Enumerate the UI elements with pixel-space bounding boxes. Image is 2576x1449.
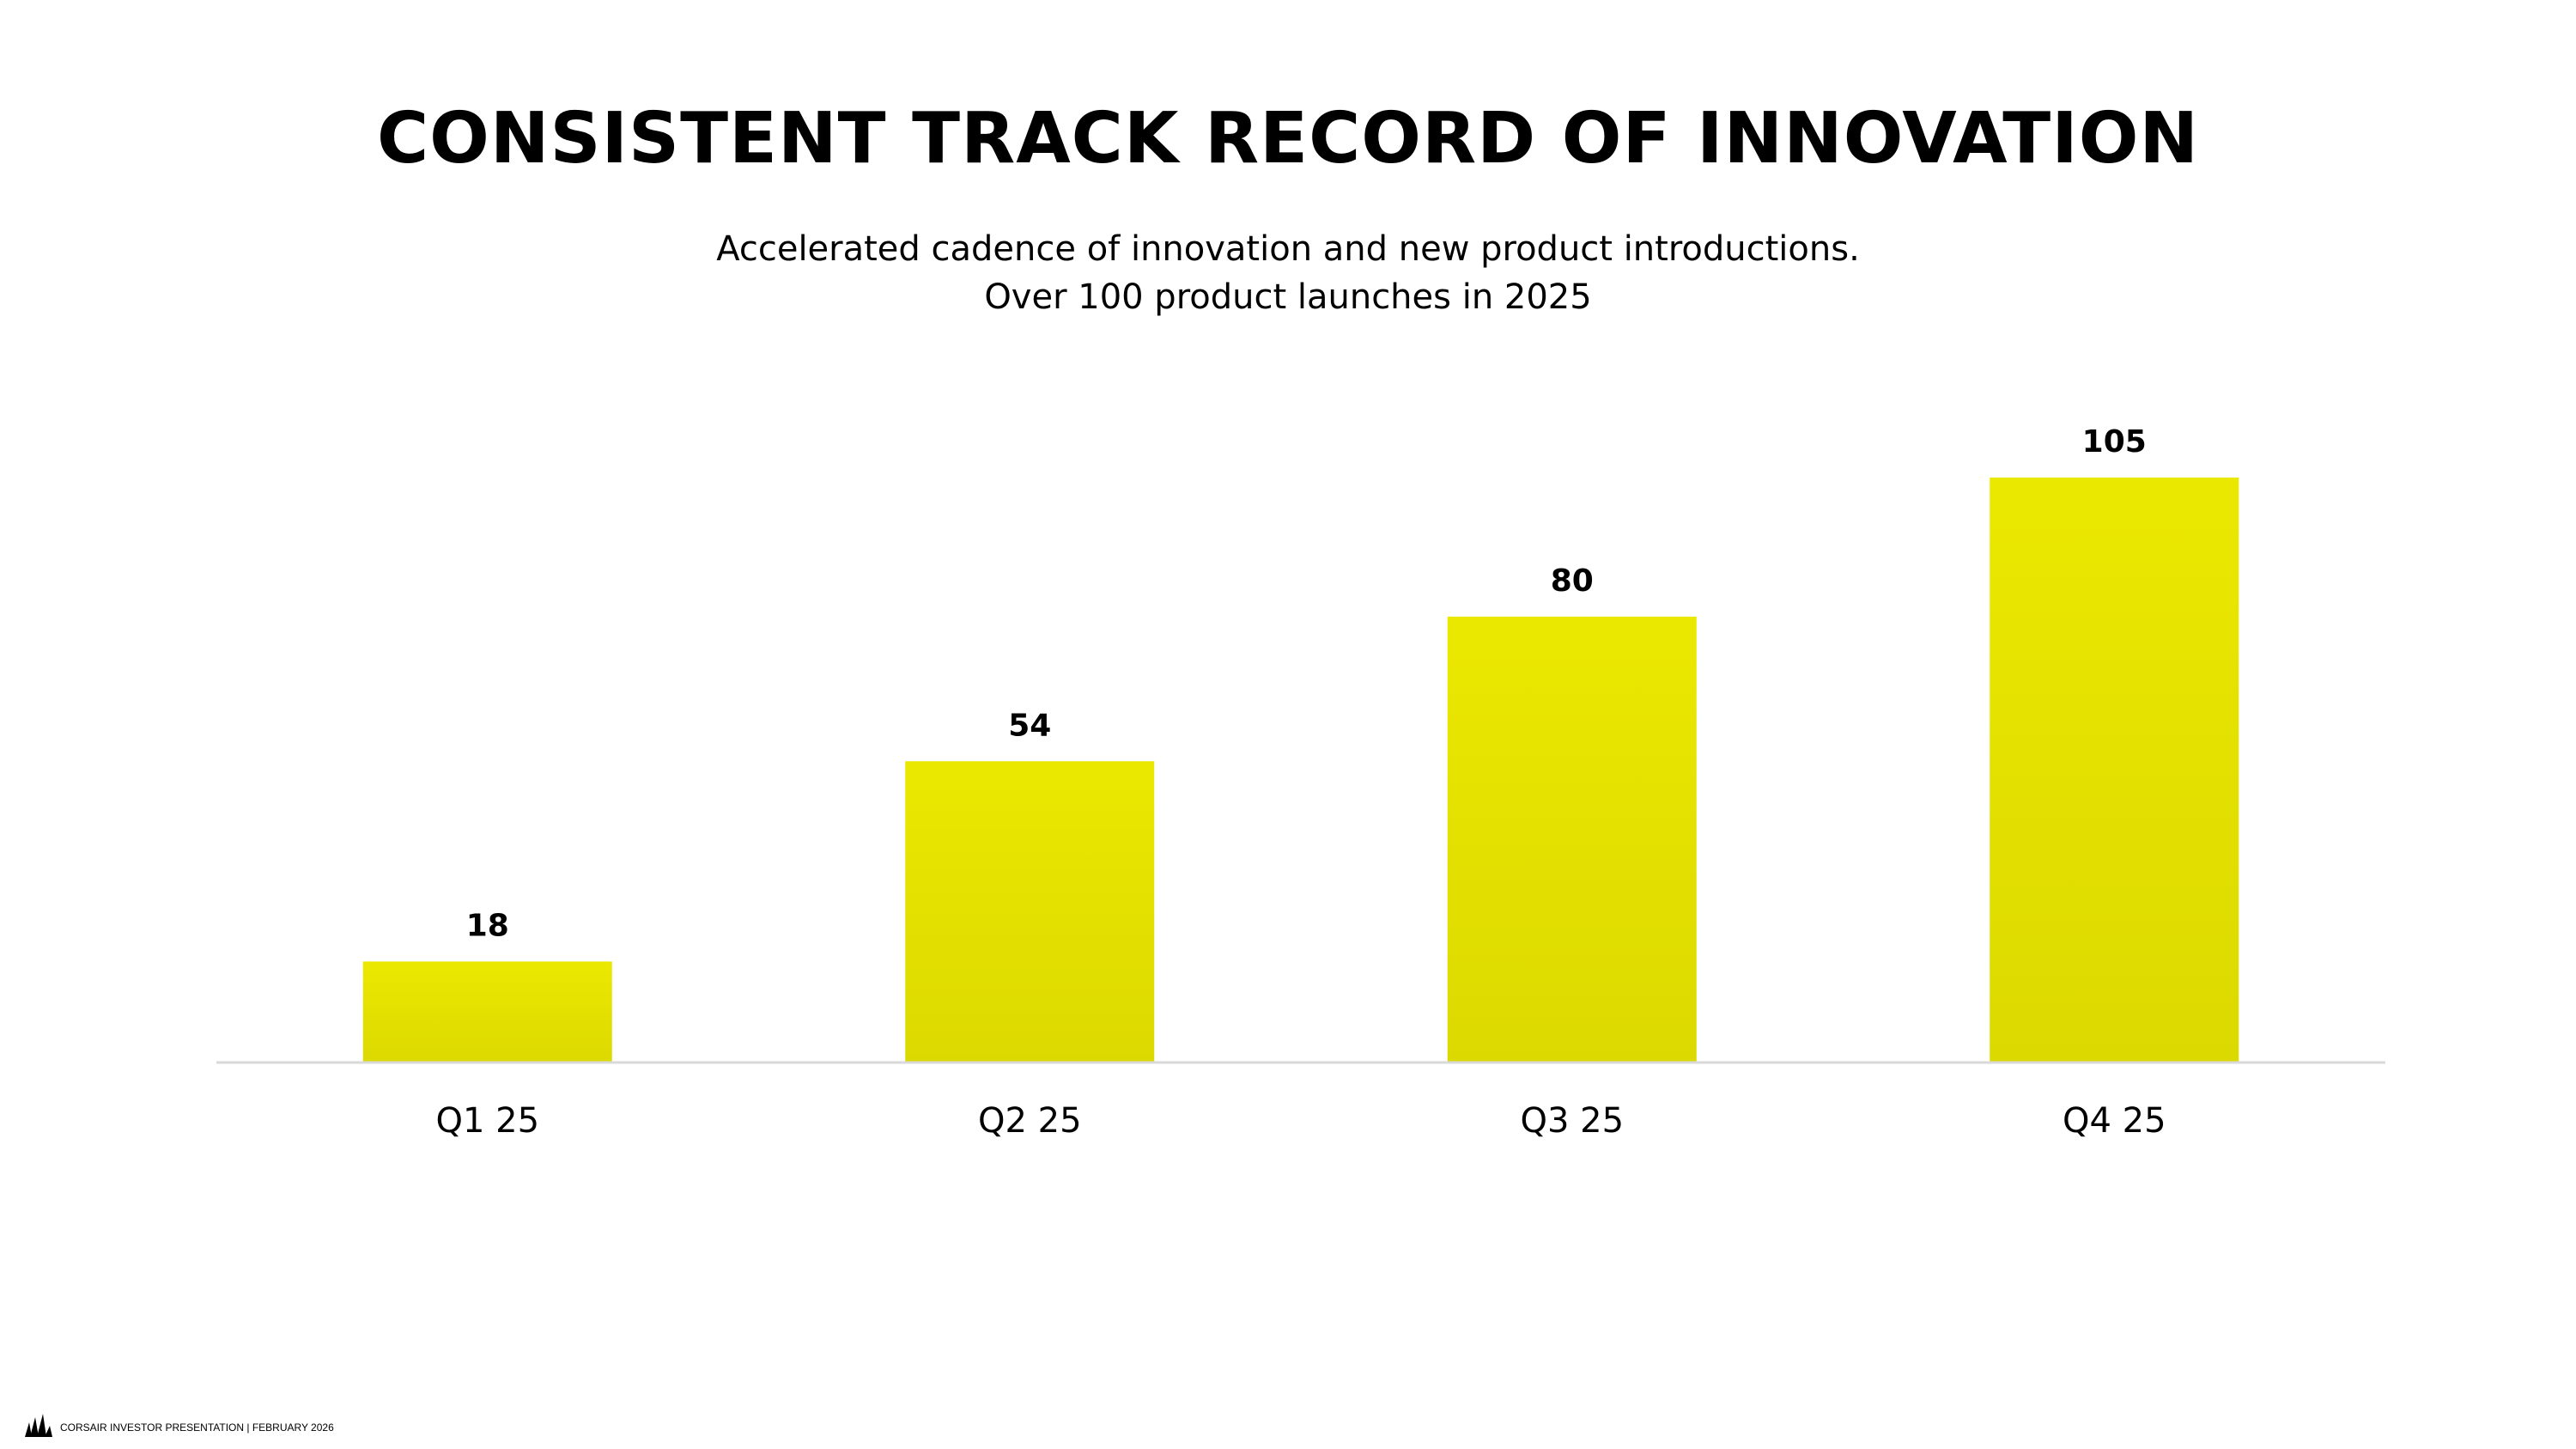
corsair-sails-icon [24,1414,53,1441]
bar-q3-25 [1447,616,1697,1062]
data-label: 80 [1551,563,1594,599]
data-label: 54 [1008,708,1051,743]
bar-q4-25 [1990,478,2239,1062]
x-tick-labels-group: Q1 25 Q2 25 Q3 25 Q4 25 [435,1101,2166,1141]
bars-group [362,478,2239,1062]
x-tick-label: Q4 25 [2063,1101,2166,1141]
data-label: 18 [466,908,509,943]
bar-q2-25 [905,761,1155,1062]
page-title: CONSISTENT TRACK RECORD OF INNOVATION [376,98,2200,180]
data-labels-group: 18 54 80 105 [466,424,2147,943]
x-tick-label: Q1 25 [435,1101,539,1141]
x-tick-label: Q2 25 [978,1101,1082,1141]
subtitle-line-2: Over 100 product launches in 2025 [984,277,1592,317]
data-label: 105 [2082,424,2147,460]
footer-text: CORSAIR INVESTOR PRESENTATION | FEBRUARY… [60,1422,334,1434]
subtitle: Accelerated cadence of innovation and ne… [0,225,2576,321]
footer: CORSAIR INVESTOR PRESENTATION | FEBRUARY… [24,1414,334,1441]
x-tick-label: Q3 25 [1520,1101,1624,1141]
subtitle-line-1: Accelerated cadence of innovation and ne… [716,229,1860,269]
bar-q1-25 [362,961,612,1062]
